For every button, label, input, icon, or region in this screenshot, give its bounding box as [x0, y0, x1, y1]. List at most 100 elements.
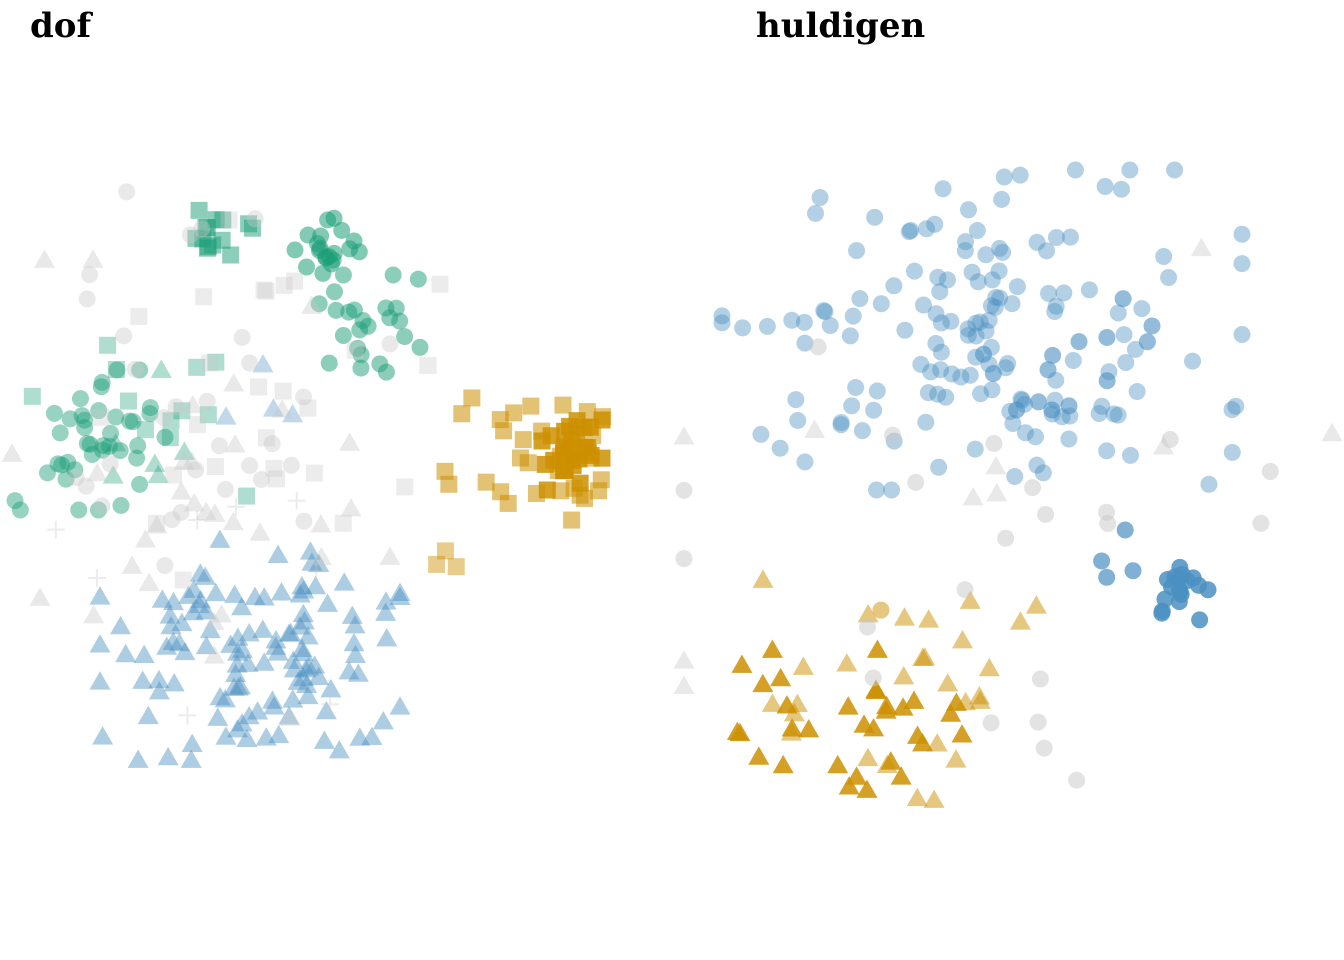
point-grey-circle [295, 512, 313, 530]
point-blue-triangle [291, 638, 313, 657]
point-grey-triangle [223, 373, 245, 392]
point-gold-triangle [969, 690, 991, 709]
point-blue-circle [956, 242, 974, 260]
point-blue-circle [1090, 405, 1108, 423]
point-grey-square [299, 399, 317, 417]
point-blue-triangle [293, 667, 315, 687]
point-blue-circle [1227, 397, 1245, 415]
point-blue-circle [977, 246, 995, 264]
point-blue-circle [966, 440, 984, 458]
point-blue-triangle [163, 591, 185, 611]
point-blue-circle [1160, 269, 1178, 287]
point-blue-triangle [293, 610, 315, 630]
point-grey-triangle [1, 443, 23, 462]
point-grey-plus [307, 562, 326, 581]
point-green-circle [327, 301, 345, 319]
point-gold-triangle [903, 690, 925, 709]
point-blue-circle [847, 379, 865, 397]
point-green-square [207, 353, 225, 371]
point-grey-square [257, 282, 275, 300]
point-blue-circle [984, 365, 1002, 383]
point-blue-triangle [110, 615, 132, 635]
point-grey-square [201, 354, 219, 372]
point-blue-triangle [214, 689, 236, 708]
point-grey-triangle [195, 501, 217, 520]
point-blue-circle [932, 314, 950, 332]
point-blue-circle [1096, 177, 1114, 195]
point-gold-square [578, 403, 596, 421]
point-grey-circle [126, 360, 144, 378]
point-blue-circle [934, 180, 952, 198]
point-grey-triangle [673, 426, 695, 445]
point-blue-circle [734, 319, 752, 337]
point-blue-circle [975, 345, 993, 363]
point-blue-triangle [376, 627, 398, 647]
point-blue-triangle [347, 663, 369, 682]
point-grey-square [274, 382, 292, 400]
point-gold-triangle [890, 766, 912, 785]
point-grey-square [431, 275, 449, 293]
point-blue-triangle [296, 674, 318, 694]
point-grey-circle [282, 456, 300, 474]
point-blue-circle [1047, 297, 1065, 315]
point-green-square [119, 392, 137, 410]
point-blue-triangle [181, 733, 203, 752]
point-grey-circle [675, 550, 693, 568]
point-gold-square [554, 396, 572, 414]
point-grey-square [268, 470, 286, 488]
point-grey-square [275, 276, 293, 294]
point-blue-triangle [265, 629, 287, 649]
point-blue-triangle [278, 706, 300, 725]
point-grey-circle [858, 618, 876, 636]
point-blue-circle [1060, 397, 1078, 415]
point-gold-square [463, 389, 481, 407]
point-grey-square [346, 341, 364, 359]
point-blue-circle [926, 215, 944, 233]
point-blue-triangle [231, 712, 253, 732]
point-green-circle [121, 412, 139, 430]
point-green-circle [53, 456, 71, 474]
point-blue-triangle [389, 586, 411, 606]
point-blue-circle [1016, 424, 1034, 442]
point-blue-triangle [231, 639, 253, 659]
point-blue-triangle [345, 644, 367, 664]
point-green-circle [66, 461, 84, 479]
point-blue-circle [1064, 351, 1082, 369]
point-grey-square [174, 571, 192, 589]
point-blue-triangle [227, 642, 249, 661]
point-blue-circle [883, 481, 901, 499]
point-green-circle [317, 249, 335, 267]
point-grey-circle [252, 470, 270, 488]
point-blue-triangle [341, 605, 363, 624]
point-gold-square [491, 411, 509, 429]
point-gold-triangle [926, 733, 948, 752]
point-blue-triangle [247, 701, 269, 720]
point-green-square [162, 412, 180, 430]
point-blue-triangle [171, 612, 193, 632]
point-blue-circle [796, 334, 814, 352]
point-blue-triangle [237, 653, 259, 672]
point-green-circle [334, 326, 352, 344]
point-gold-square [428, 555, 446, 573]
point-blue-triangle [133, 644, 155, 663]
point-blue-triangle [301, 552, 323, 571]
point-blue-circle [932, 361, 950, 379]
point-blue-triangle [236, 728, 258, 747]
point-blue-circle [713, 307, 731, 325]
point-blue-triangle [205, 582, 227, 602]
point-blue-triangle [229, 676, 251, 695]
point-blue-triangle [313, 730, 335, 749]
point-blue-triangle [282, 403, 304, 423]
point-blue-circle [795, 313, 813, 331]
point-blue-triangle [194, 566, 216, 585]
point-blue-triangle [297, 685, 319, 705]
point-green-square [161, 429, 179, 447]
point-grey-plus [178, 706, 197, 725]
point-grey-plus [188, 511, 207, 530]
point-blue-circle [967, 314, 985, 332]
point-blue-circle [1098, 442, 1116, 460]
panel-huldigen: huldigen [672, 0, 1344, 960]
point-blue-circle [1200, 475, 1218, 493]
point-blue-triangle [389, 582, 411, 601]
point-green-circle [38, 464, 56, 482]
